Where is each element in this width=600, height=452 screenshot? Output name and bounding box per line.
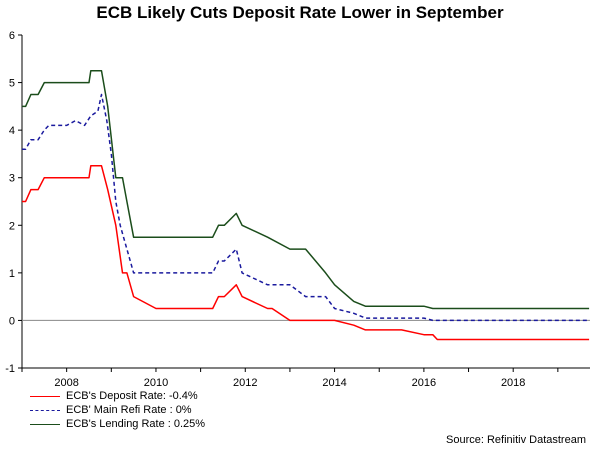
legend-item: ECB's Deposit Rate: -0.4% [30, 389, 205, 403]
legend-swatch-deposit [30, 395, 60, 397]
source-note: Source: Refinitiv Datastream [446, 434, 586, 446]
series-layer [22, 69, 590, 341]
series-line-1 [22, 93, 590, 322]
axes: -1 0 1 2 3 4 5 6 2008 2010 2012 2014 2016 2018 [5, 30, 590, 389]
legend-label-refi: ECB' Main Refi Rate : 0% [66, 404, 192, 416]
x-tick-label: 2016 [412, 377, 436, 389]
legend-label-deposit: ECB's Deposit Rate: -0.4% [66, 390, 198, 402]
x-tick-label: 2010 [144, 377, 168, 389]
y-tick-label: 6 [9, 30, 15, 42]
y-tick-label: -1 [5, 363, 15, 375]
y-tick-label: 0 [9, 315, 15, 327]
x-tick-label: 2014 [322, 377, 346, 389]
chart-title: ECB Likely Cuts Deposit Rate Lower in Se… [96, 3, 504, 22]
legend: ECB's Deposit Rate: -0.4% ECB' Main Refi… [30, 389, 205, 431]
y-tick-label: 4 [9, 125, 15, 137]
x-tick-label: 2012 [233, 377, 257, 389]
legend-label-lending: ECB's Lending Rate : 0.25% [66, 418, 206, 430]
y-tick-label: 1 [9, 268, 15, 280]
legend-swatch-lending [30, 423, 60, 425]
series-line-2 [22, 69, 590, 310]
x-tick-label: 2018 [501, 377, 525, 389]
x-tick-label: 2008 [54, 377, 78, 389]
y-tick-label: 5 [9, 78, 15, 90]
legend-swatch-refi [30, 409, 60, 411]
y-tick-label: 3 [9, 173, 15, 185]
legend-item: ECB' Main Refi Rate : 0% [30, 403, 205, 417]
y-tick-label: 2 [9, 220, 15, 232]
series-line-0 [22, 165, 590, 341]
legend-item: ECB's Lending Rate : 0.25% [30, 417, 205, 431]
